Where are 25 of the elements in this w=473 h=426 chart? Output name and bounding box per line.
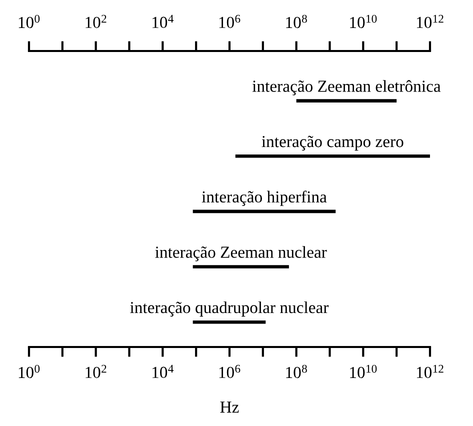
bar bbox=[192, 265, 289, 268]
bar bbox=[235, 154, 430, 158]
text: 10$^{0}$ bbox=[18, 14, 40, 28]
bar bbox=[296, 99, 397, 102]
text: 10$^{6}$ bbox=[219, 14, 240, 28]
y-tick-label: interação hiperfina bbox=[202, 190, 327, 206]
x-axis-title: Hz bbox=[220, 402, 239, 413]
text: 10$^{12}$ bbox=[416, 14, 444, 28]
x-tick-label: 10$^{4}$ bbox=[152, 364, 174, 378]
bar bbox=[192, 320, 266, 324]
y-tick-label: interação quadrupolar nuclear bbox=[130, 301, 329, 317]
x-tick-label: 10$^{12}$ bbox=[416, 364, 444, 378]
text: 10$^{4}$ bbox=[152, 14, 174, 28]
x-tick-label: 10$^{6}$ bbox=[219, 364, 240, 378]
x-tick-label: 10$^{8}$ bbox=[286, 364, 307, 378]
y-tick-label: interação campo zero bbox=[262, 136, 404, 151]
x-tick-label: 10$^{0}$ bbox=[18, 364, 40, 378]
y-tick-label: interação Zeeman eletrônica bbox=[252, 80, 441, 96]
text: 10$^{8}$ bbox=[286, 14, 307, 28]
text: 10$^{10}$ bbox=[350, 14, 377, 28]
bar bbox=[192, 210, 336, 214]
x-tick-label: 10$^{2}$ bbox=[86, 364, 106, 378]
text: 10$^{2}$ bbox=[86, 14, 106, 28]
x-tick-label: 10$^{10}$ bbox=[350, 364, 377, 378]
y-tick-label: interação Zeeman nuclear bbox=[155, 246, 327, 262]
